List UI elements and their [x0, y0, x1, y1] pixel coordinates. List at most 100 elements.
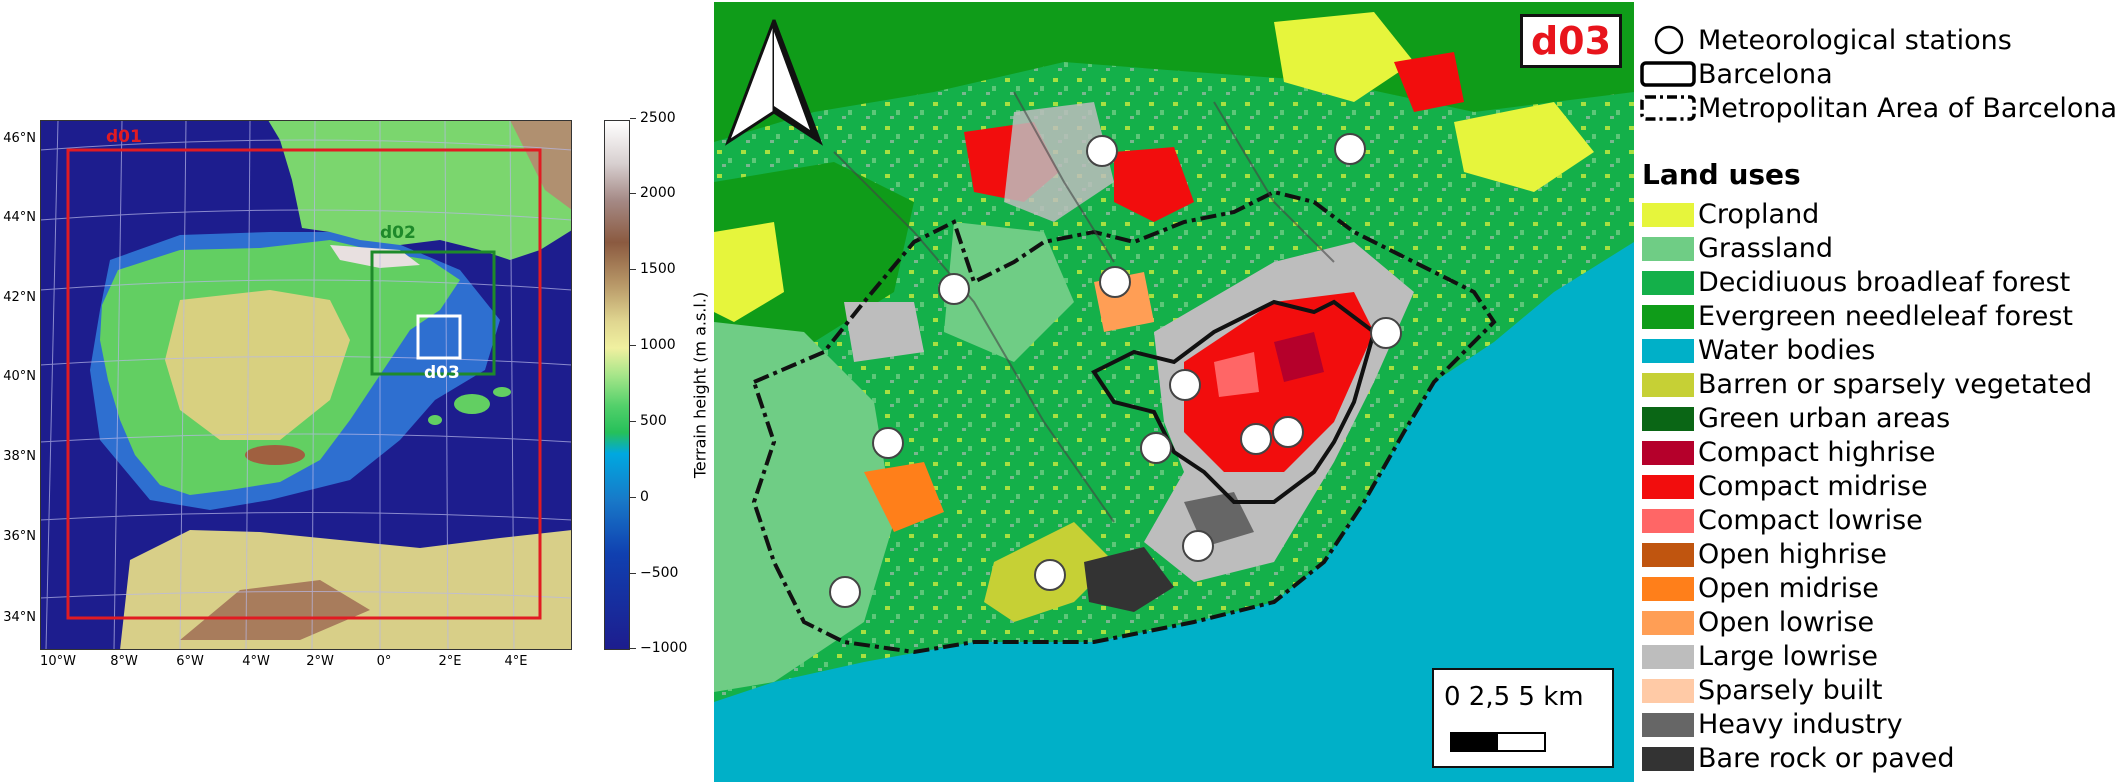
domain-d02-label: d02: [380, 223, 416, 243]
north-arrow-icon: [724, 19, 824, 146]
legend-swatch: [1642, 237, 1694, 261]
legend-barcelona-label: Barcelona: [1698, 58, 1833, 90]
meteorological-station-marker: [1240, 423, 1272, 455]
meteorological-station-marker: [829, 576, 861, 608]
legend-item: Heavy industry: [1640, 708, 1903, 740]
domain-d03-badge: d03: [1520, 14, 1622, 68]
lon-label: 6°W: [176, 654, 204, 669]
meteorological-station-marker: [938, 273, 970, 305]
legend-item: Grassland: [1640, 232, 1833, 264]
lon-label: 8°W: [110, 654, 138, 669]
legend-item-label: Compact highrise: [1698, 436, 1936, 468]
legend-swatch: [1642, 305, 1694, 329]
scale-bar-label: 0 2,5 5 km: [1444, 682, 1584, 712]
lat-label: 40°N: [3, 369, 36, 384]
lon-label: 10°W: [40, 654, 76, 669]
lat-label: 34°N: [3, 610, 36, 625]
legend-item: Compact midrise: [1640, 470, 1928, 502]
legend-item-label: Compact lowrise: [1698, 504, 1923, 536]
meteorological-station-marker: [1334, 133, 1366, 165]
legend-item-label: Barren or sparsely vegetated: [1698, 368, 2093, 400]
domain-d01-label: d01: [106, 127, 142, 147]
compact-lowrise-area: [1214, 352, 1259, 397]
legend-swatch: [1642, 373, 1694, 397]
sierra-nevada: [245, 445, 305, 465]
atlas-mountains: [180, 580, 370, 640]
legend-item: Sparsely built: [1640, 674, 1883, 706]
cropland-area: [714, 222, 784, 322]
legend-stations-label: Meteorological stations: [1698, 24, 2012, 56]
colorbar-tick: 2500: [630, 110, 676, 126]
open-midrise-area: [864, 462, 944, 532]
legend-item: Open highrise: [1640, 538, 1887, 570]
legend-item: Decidiuous broadleaf forest: [1640, 266, 2070, 298]
meteorological-station-marker: [1140, 432, 1172, 464]
legend-item-label: Cropland: [1698, 198, 1820, 230]
legend-item-label: Open lowrise: [1698, 606, 1875, 638]
lon-label: 0°: [376, 654, 392, 669]
domain-d03-box: [416, 314, 462, 360]
compact-midrise-area: [1184, 292, 1374, 472]
solid-boundary-icon: [1640, 61, 1696, 87]
ibiza: [428, 415, 442, 425]
legend-item-label: Grassland: [1698, 232, 1833, 264]
legend-metro-label: Metropolitan Area of Barcelona: [1698, 92, 2118, 124]
compact-midrise-area: [1114, 147, 1194, 222]
scale-bar-box: 0 2,5 5 km: [1432, 668, 1614, 768]
legend-item: Bare rock or paved: [1640, 742, 1954, 774]
land-use-map: [714, 2, 1634, 782]
legend-item-label: Sparsely built: [1698, 674, 1883, 706]
meteorological-station-marker: [1272, 416, 1304, 448]
legend-swatch: [1642, 271, 1694, 295]
mallorca: [454, 394, 490, 414]
legend-item: Green urban areas: [1640, 402, 1950, 434]
compact-midrise-area: [1394, 52, 1464, 112]
legend-item: Open lowrise: [1640, 606, 1874, 638]
evergreen-forest-area: [714, 2, 1634, 142]
cropland-area: [1274, 12, 1414, 102]
meteorological-station-marker: [872, 427, 904, 459]
legend-land-uses-header: Land uses: [1642, 158, 1801, 191]
colorbar-tick: 2000: [630, 185, 676, 201]
road-network: [833, 91, 1335, 523]
terrain-domain-map: d01 d02 d03: [40, 120, 572, 650]
legend-swatch: [1642, 339, 1694, 363]
legend-swatch: [1642, 577, 1694, 601]
legend-item-label: Water bodies: [1698, 334, 1876, 366]
colorbar-tick: 0: [630, 489, 649, 505]
colorbar-tick: −1000: [629, 640, 688, 656]
lat-label: 42°N: [3, 290, 36, 305]
legend-item-label: Heavy industry: [1698, 708, 1903, 740]
domain-d03-label: d03: [424, 363, 460, 383]
lat-label: 38°N: [3, 449, 36, 464]
legend-swatch: [1642, 679, 1694, 703]
legend-item: Evergreen needleleaf forest: [1640, 300, 2073, 332]
lon-label: 4°W: [242, 654, 270, 669]
meteorological-station-marker: [1370, 317, 1402, 349]
cropland-area: [1454, 102, 1594, 192]
large-lowrise-area: [844, 302, 924, 362]
legend-stations: Meteorological stations: [1640, 24, 2012, 56]
legend-item: Large lowrise: [1640, 640, 1878, 672]
legend-swatch: [1642, 713, 1694, 737]
legend-item-label: Open midrise: [1698, 572, 1879, 604]
colorbar-tick: 1500: [630, 261, 676, 277]
station-circle-icon: [1654, 25, 1684, 55]
legend-item-label: Open highrise: [1698, 538, 1887, 570]
meteorological-station-marker: [1169, 369, 1201, 401]
terrain-colorbar: [604, 120, 630, 650]
legend-swatch: [1642, 543, 1694, 567]
lat-label: 44°N: [3, 210, 36, 225]
meteorological-station-marker: [1086, 135, 1118, 167]
legend-item: Barren or sparsely vegetated: [1640, 368, 2092, 400]
colorbar-tick: 1000: [630, 337, 676, 353]
legend-swatch: [1642, 747, 1694, 771]
large-lowrise-area: [1004, 102, 1114, 222]
colorbar-tick: −500: [629, 565, 679, 581]
legend-item-label: Green urban areas: [1698, 402, 1951, 434]
legend-metro: Metropolitan Area of Barcelona: [1640, 92, 2117, 124]
domain-d02-box: [370, 250, 496, 376]
legend-swatch: [1642, 203, 1694, 227]
legend-item: Compact lowrise: [1640, 504, 1923, 536]
scale-bar: [1450, 732, 1546, 752]
